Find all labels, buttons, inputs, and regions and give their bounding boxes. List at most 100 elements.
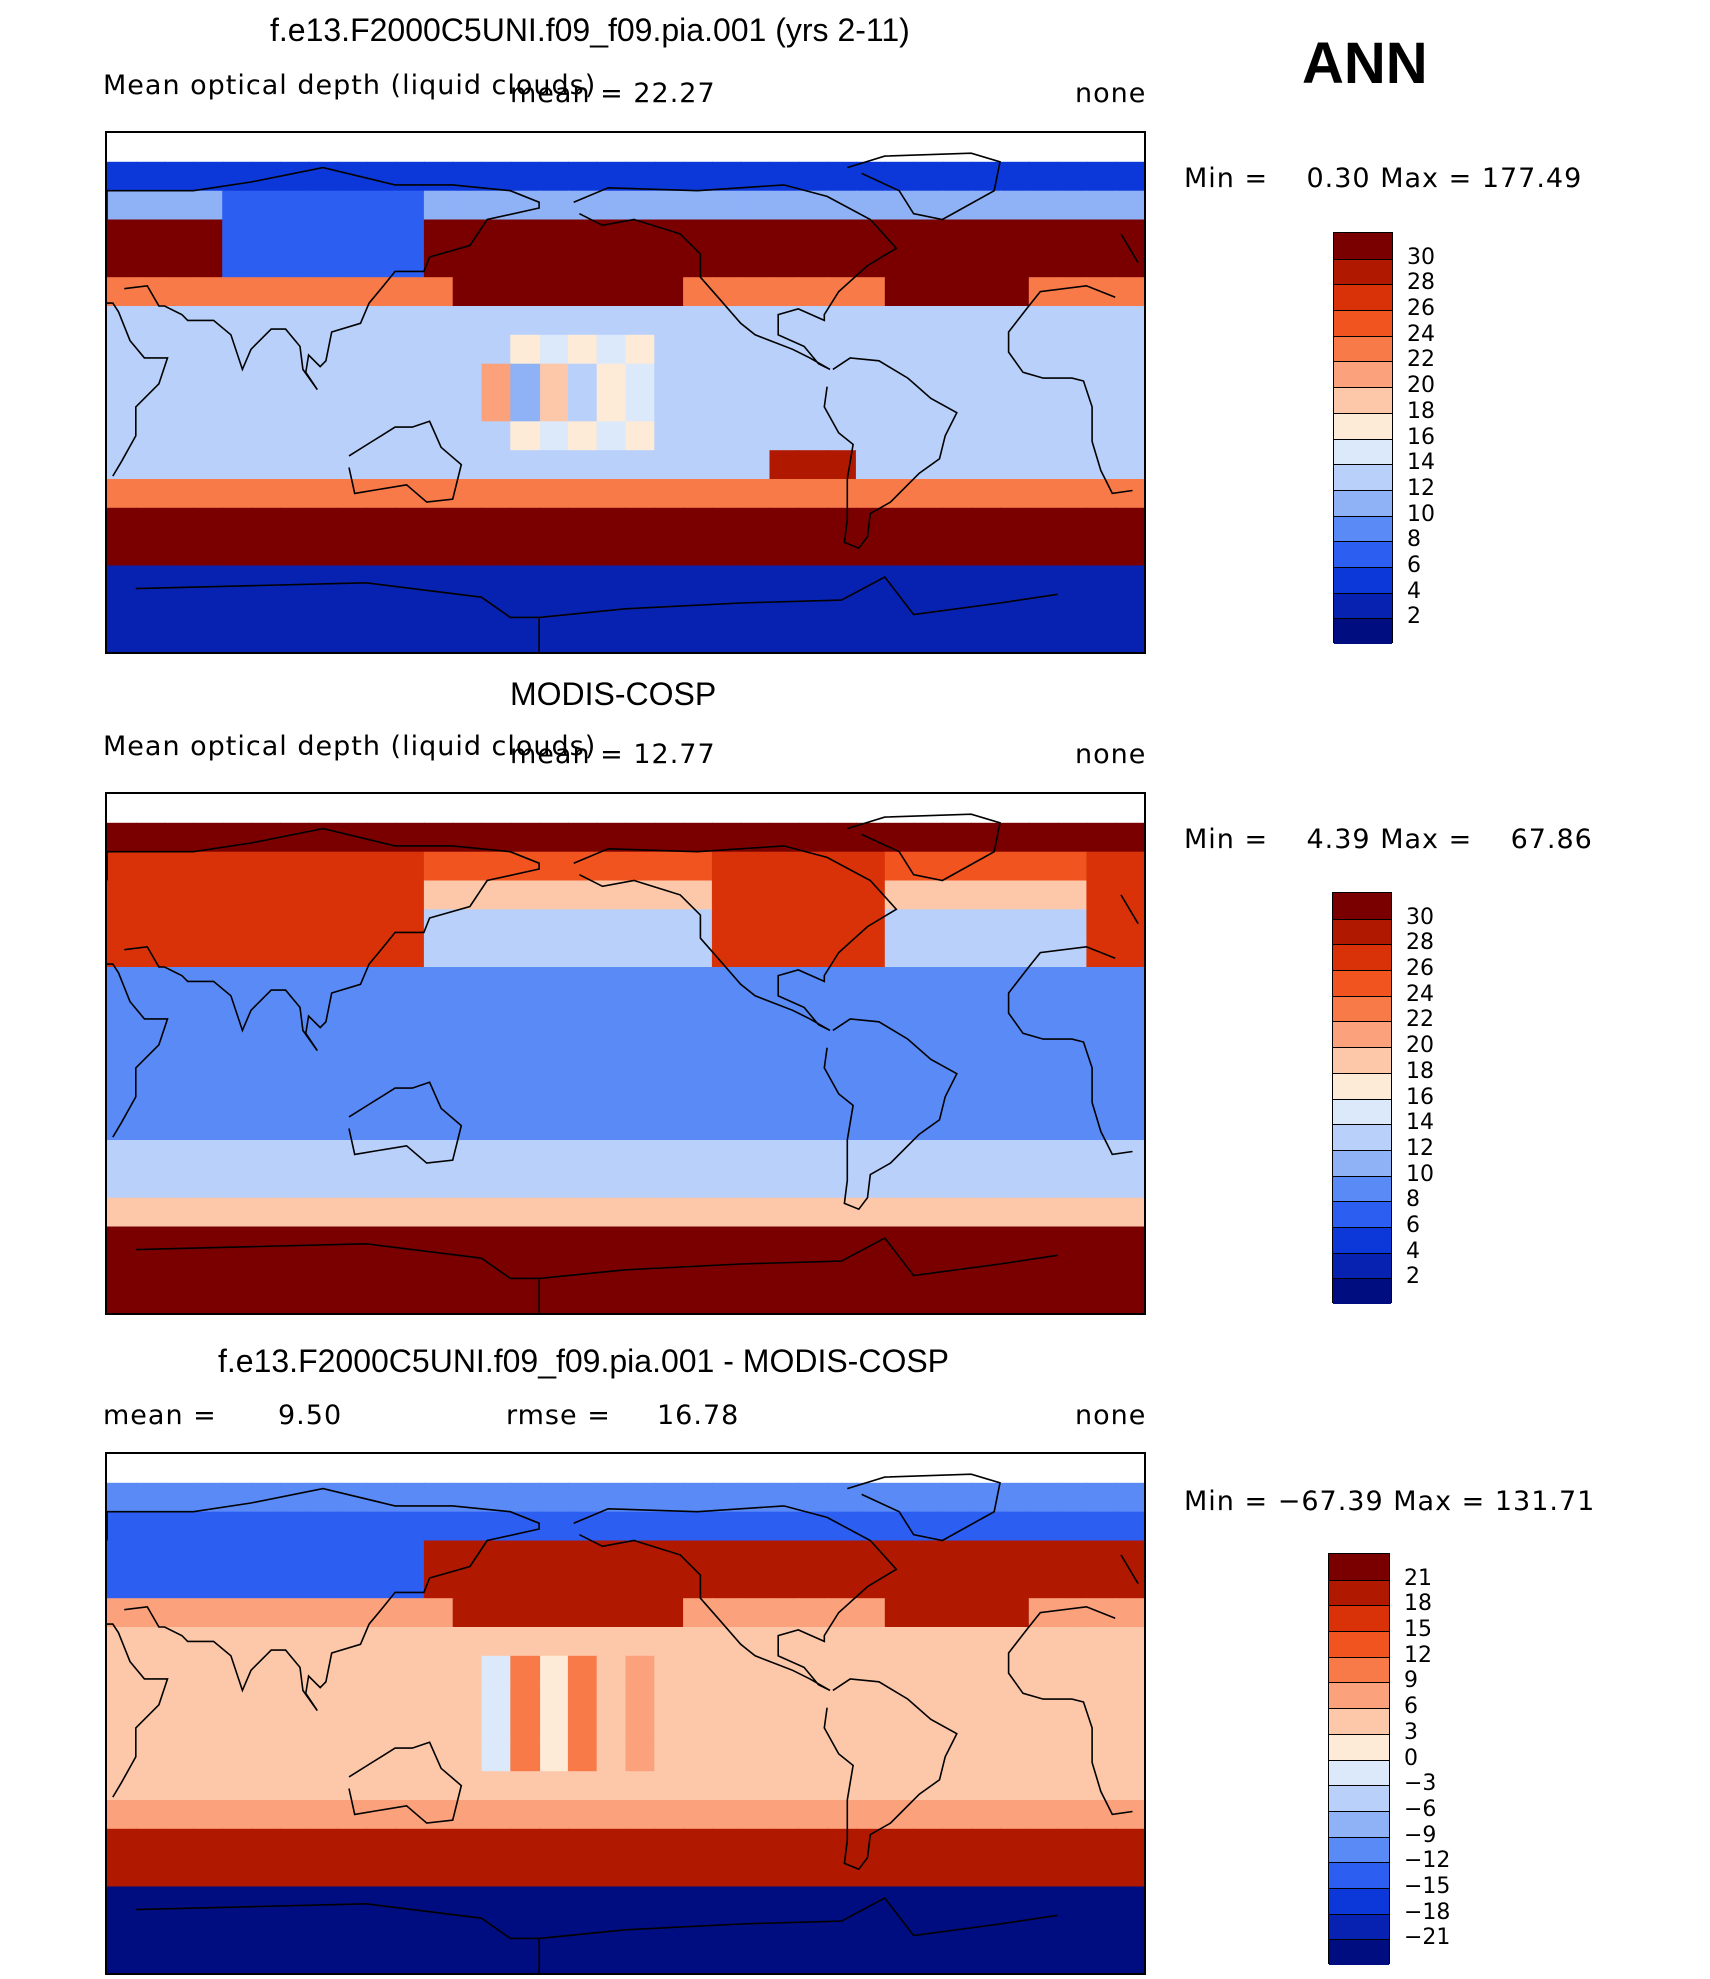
field-cell [740, 190, 771, 221]
field-cell [308, 507, 339, 538]
field-cell [510, 1915, 541, 1946]
field-cell [740, 536, 771, 567]
field-cell [769, 363, 800, 394]
field-cell [942, 1655, 973, 1686]
field-cell [1086, 880, 1117, 911]
field-cell [164, 161, 195, 192]
field-cell [711, 938, 742, 968]
field-cell [827, 1684, 857, 1715]
field-cell [423, 822, 454, 853]
field-cell [510, 306, 541, 336]
field-cell [798, 1540, 829, 1571]
coastline-eurasia [107, 827, 540, 1052]
field-cell [654, 1511, 685, 1542]
field-cell [654, 479, 685, 509]
field-cell [884, 1197, 915, 1228]
field-cell [654, 536, 685, 567]
field-cell [481, 1569, 512, 1600]
field-cell [539, 277, 569, 307]
field-cell [711, 1655, 742, 1686]
field-cell [971, 334, 1001, 365]
field-cell [971, 1598, 1001, 1628]
field-cell [1086, 1511, 1117, 1542]
colorbar-cell [1329, 1887, 1389, 1914]
field-cell [683, 1111, 713, 1141]
field-cell [251, 995, 281, 1026]
field-cell [596, 1140, 627, 1170]
field-cell [1115, 190, 1144, 221]
field-cell [222, 248, 252, 279]
field-cell [423, 880, 454, 911]
field-cell [740, 334, 771, 365]
field-cell [366, 1168, 397, 1199]
field-cell [740, 1226, 771, 1257]
field-cell [279, 1284, 310, 1313]
field-cell [1115, 1598, 1144, 1628]
field-cell [769, 479, 800, 509]
field-cell [1000, 1598, 1030, 1628]
field-cell [827, 1800, 857, 1830]
field-cell [769, 507, 800, 538]
field-cell [913, 1053, 944, 1084]
colorbar-label: 18 [1406, 1058, 1434, 1084]
field-cell [1028, 421, 1059, 452]
field-cell [855, 536, 886, 567]
field-cell [711, 995, 742, 1026]
field-cell [769, 1540, 800, 1571]
colorbar-label: 9 [1404, 1668, 1418, 1694]
colorbar-cell [1329, 1605, 1389, 1632]
field-cell [711, 1828, 742, 1859]
field-cell [625, 392, 656, 423]
field-cell [711, 1771, 742, 1801]
field-cell [625, 1511, 656, 1542]
field-cell [683, 880, 713, 911]
field-cell [423, 1197, 454, 1228]
colorbar-cell [1333, 1252, 1391, 1279]
field-cell [395, 1255, 425, 1286]
field-cell [971, 277, 1001, 307]
field-cell [164, 938, 195, 968]
field-cell [798, 880, 829, 911]
field-cell [510, 1024, 541, 1055]
field-cell [855, 190, 886, 221]
field-cell [913, 190, 944, 221]
field-cell [423, 450, 454, 480]
field-cell [827, 1284, 857, 1313]
field-cell [279, 594, 310, 625]
field-cell [366, 248, 397, 279]
field-cell [308, 1828, 339, 1859]
field-cell [395, 1226, 425, 1257]
field-cell [395, 1655, 425, 1686]
field-cell [193, 1828, 224, 1859]
field-cell [798, 1226, 829, 1257]
field-cell [423, 1511, 454, 1542]
field-cell [1115, 306, 1144, 336]
field-cell [481, 1655, 512, 1686]
field-cell [222, 421, 252, 452]
field-cell [539, 822, 569, 853]
colorbar-label: 20 [1406, 1033, 1434, 1059]
field-cell [481, 363, 512, 394]
field-cell [308, 190, 339, 221]
field-cell [711, 967, 742, 997]
field-cell [1115, 1540, 1144, 1571]
field-cell [1057, 1111, 1088, 1141]
field-cell [769, 1082, 800, 1113]
field-cell [1115, 1284, 1144, 1313]
field-cell [654, 363, 685, 394]
field-cell [164, 1915, 195, 1946]
field-cell [711, 306, 742, 336]
field-cell [308, 1197, 339, 1228]
field-cell [251, 1713, 281, 1744]
field-cell [308, 277, 339, 307]
field-cell [913, 392, 944, 423]
field-cell [222, 161, 252, 192]
field-cell [452, 1569, 483, 1600]
field-cell [135, 1627, 166, 1657]
field-cell [251, 392, 281, 423]
field-cell [740, 938, 771, 968]
field-cell [337, 851, 368, 882]
field-cell [337, 248, 368, 279]
field-cell [1057, 1482, 1088, 1513]
field-cell [164, 1168, 195, 1199]
